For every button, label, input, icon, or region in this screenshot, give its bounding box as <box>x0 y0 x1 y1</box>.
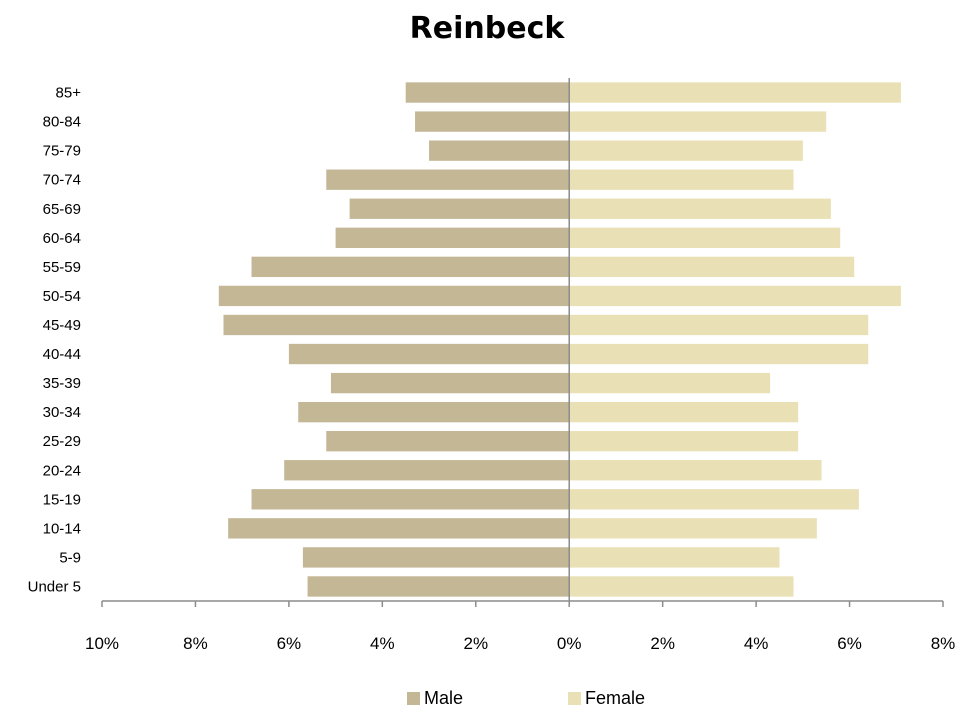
category-label: 25-29 <box>43 433 81 450</box>
bars-group <box>218 82 901 597</box>
category-label: 65-69 <box>43 201 81 218</box>
bar-male-55-59 <box>251 256 570 278</box>
category-label: 55-59 <box>43 259 81 276</box>
chart-title: Reinbeck <box>410 11 566 46</box>
x-tick-label: 8% <box>931 634 956 653</box>
category-label: 20-24 <box>43 462 81 479</box>
bar-female-75-79 <box>569 140 803 161</box>
bar-female-5-9 <box>569 547 780 568</box>
legend-label-female: Female <box>585 688 645 708</box>
bar-male-10-14 <box>228 518 570 539</box>
bar-male-85+ <box>405 82 570 103</box>
bar-female-80-84 <box>569 111 827 132</box>
category-label: 80-84 <box>43 114 81 131</box>
category-label: 45-49 <box>43 317 81 334</box>
bar-male-40-44 <box>288 343 570 365</box>
bar-male-35-39 <box>330 372 570 394</box>
bar-male-under-5 <box>307 576 570 597</box>
bar-female-85+ <box>569 82 901 103</box>
bar-female-under-5 <box>569 576 794 597</box>
bar-female-10-14 <box>569 518 817 539</box>
bar-male-65-69 <box>349 198 570 219</box>
bar-female-70-74 <box>569 169 794 190</box>
x-tick-label: 2% <box>463 634 488 653</box>
legend-swatch-male <box>407 692 420 705</box>
bar-female-15-19 <box>569 489 859 510</box>
x-tick-label: 6% <box>277 634 302 653</box>
bar-male-45-49 <box>223 314 570 336</box>
category-label: 35-39 <box>43 375 81 392</box>
category-label: 70-74 <box>43 172 81 189</box>
bar-male-60-64 <box>335 227 570 248</box>
bar-female-30-34 <box>569 401 799 423</box>
bar-male-50-54 <box>218 285 570 307</box>
bar-male-15-19 <box>251 489 570 510</box>
bar-female-35-39 <box>569 372 771 394</box>
bar-female-45-49 <box>569 314 869 336</box>
category-label: Under 5 <box>28 578 81 595</box>
bar-male-80-84 <box>415 111 570 132</box>
category-label: 30-34 <box>43 404 81 421</box>
bar-female-25-29 <box>569 431 799 452</box>
bar-male-75-79 <box>429 140 570 161</box>
legend-swatch-female <box>568 692 581 705</box>
x-tick-label: 8% <box>183 634 208 653</box>
x-tick-label: 4% <box>370 634 395 653</box>
legend: Male Female <box>407 688 645 708</box>
x-tick-label: 0% <box>557 634 582 653</box>
category-label: 5-9 <box>59 549 81 566</box>
legend-label-male: Male <box>424 688 463 708</box>
category-label: 85+ <box>56 85 82 102</box>
axes-group: Under 5 5-9 10-14 15-19 20-24 25-29 30-34 35-39… <box>28 78 956 653</box>
category-label: 40-44 <box>43 346 81 363</box>
category-label: 60-64 <box>43 230 81 247</box>
category-label: 15-19 <box>43 491 81 508</box>
category-label: 50-54 <box>43 288 81 305</box>
bar-male-20-24 <box>284 460 570 481</box>
bar-female-40-44 <box>569 343 869 365</box>
bar-female-50-54 <box>569 285 901 307</box>
x-tick-label: 2% <box>650 634 675 653</box>
category-label: 10-14 <box>43 520 81 537</box>
x-tick-label: 4% <box>744 634 769 653</box>
x-tick-label: 6% <box>837 634 862 653</box>
bar-female-20-24 <box>569 460 822 481</box>
bar-male-25-29 <box>326 431 570 452</box>
bar-female-65-69 <box>569 198 831 219</box>
bar-female-60-64 <box>569 227 841 248</box>
bar-male-70-74 <box>326 169 570 190</box>
category-label: 75-79 <box>43 143 81 160</box>
x-tick-label: 10% <box>85 634 119 653</box>
bar-male-5-9 <box>302 547 570 568</box>
bar-female-55-59 <box>569 256 855 278</box>
bar-male-30-34 <box>298 401 570 423</box>
